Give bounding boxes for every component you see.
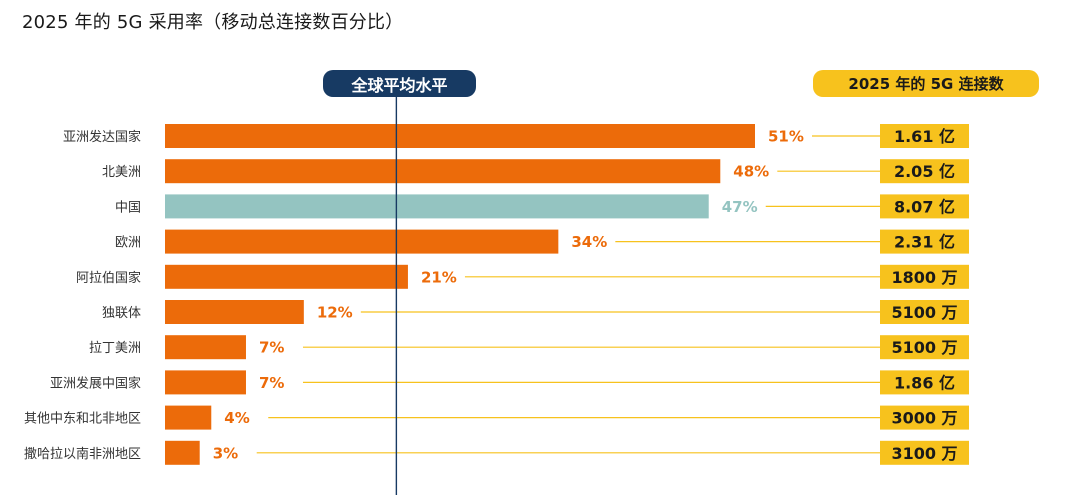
value-label: 48% bbox=[733, 163, 769, 181]
category-label: 独联体 bbox=[102, 306, 141, 321]
value-label: 7% bbox=[259, 374, 284, 392]
connection-box bbox=[880, 300, 969, 324]
connection-box bbox=[880, 440, 969, 465]
connection-box bbox=[880, 124, 969, 148]
bar bbox=[165, 335, 246, 360]
connection-box bbox=[880, 370, 969, 395]
connection-box bbox=[880, 194, 969, 219]
bar bbox=[165, 300, 304, 324]
chart-title: 2025 年的 5G 采用率（移动总连接数百分比） bbox=[22, 12, 404, 33]
connection-value: 2.05 亿 bbox=[894, 162, 955, 181]
category-label: 亚洲发展中国家 bbox=[50, 375, 141, 391]
value-label: 51% bbox=[768, 128, 804, 146]
connection-box bbox=[880, 229, 969, 254]
value-label: 3% bbox=[213, 444, 238, 462]
connections-header: 2025 年的 5G 连接数 bbox=[813, 70, 1039, 97]
connection-value: 5100 万 bbox=[891, 303, 957, 322]
bar bbox=[165, 405, 212, 430]
category-label: 其他中东和北非地区 bbox=[24, 412, 141, 427]
bar bbox=[165, 124, 755, 148]
connection-value: 8.07 亿 bbox=[894, 197, 955, 216]
global-average-label: 全球平均水平 bbox=[323, 70, 476, 97]
connection-value: 2.31 亿 bbox=[894, 233, 955, 252]
connection-box bbox=[880, 264, 969, 289]
category-label: 拉丁美洲 bbox=[89, 341, 141, 356]
connection-box bbox=[880, 159, 969, 184]
bar bbox=[165, 440, 200, 465]
connection-value: 5100 万 bbox=[891, 338, 957, 357]
category-label: 撒哈拉以南非洲地区 bbox=[24, 446, 141, 462]
connection-value: 1.86 亿 bbox=[894, 373, 955, 392]
value-label: 7% bbox=[259, 339, 284, 357]
category-label: 欧洲 bbox=[115, 236, 141, 251]
category-label: 阿拉伯国家 bbox=[76, 270, 141, 286]
bar bbox=[165, 370, 246, 395]
value-label: 4% bbox=[224, 409, 249, 427]
connection-value: 1.61 亿 bbox=[894, 127, 955, 146]
connection-value: 1800 万 bbox=[891, 268, 957, 287]
value-label: 34% bbox=[571, 233, 607, 251]
bar bbox=[165, 159, 721, 184]
connection-value: 3000 万 bbox=[891, 409, 957, 428]
connection-box bbox=[880, 335, 969, 360]
value-label: 21% bbox=[421, 268, 457, 286]
connection-box bbox=[880, 405, 969, 430]
value-label: 47% bbox=[722, 198, 758, 216]
category-label: 亚洲发达国家 bbox=[63, 129, 141, 145]
bar bbox=[165, 194, 709, 219]
bar bbox=[165, 229, 559, 254]
category-label: 中国 bbox=[115, 200, 141, 215]
category-label: 北美洲 bbox=[102, 165, 141, 180]
connection-value: 3100 万 bbox=[891, 444, 957, 463]
value-label: 12% bbox=[317, 304, 353, 322]
bar bbox=[165, 264, 408, 289]
